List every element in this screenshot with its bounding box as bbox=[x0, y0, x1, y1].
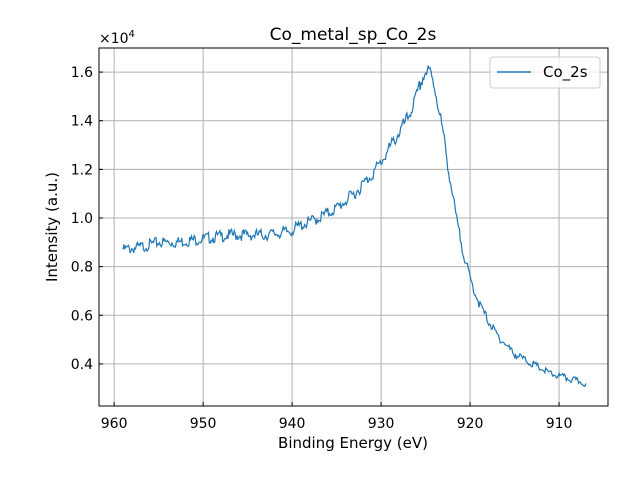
y-tick-label: 1.2 bbox=[71, 162, 93, 178]
y-tick-label: 1.4 bbox=[71, 114, 93, 130]
x-axis-label: Binding Energy (eV) bbox=[278, 434, 428, 452]
y-multiplier: ×104 bbox=[99, 29, 135, 47]
legend: Co_2s bbox=[489, 56, 601, 89]
y-tick-label: 0.6 bbox=[71, 308, 93, 324]
y-axis-label: Intensity (a.u.) bbox=[43, 172, 61, 282]
y-tick-label: 0.8 bbox=[71, 260, 93, 276]
ticks: 960 950 940 930 920 910 0.4 0.6 0.8 1.0 1.2 1.4 1.6 bbox=[71, 65, 573, 432]
x-tick-label: 910 bbox=[546, 416, 573, 432]
x-tick-label: 950 bbox=[190, 416, 217, 432]
series-lines bbox=[122, 65, 587, 388]
x-tick-label: 960 bbox=[101, 416, 128, 432]
legend-label: Co_2s bbox=[543, 63, 588, 82]
x-tick-label: 930 bbox=[368, 416, 395, 432]
y-tick-label: 1.6 bbox=[71, 65, 93, 81]
x-tick-label: 920 bbox=[457, 416, 484, 432]
x-tick-label: 940 bbox=[279, 416, 306, 432]
y-tick-label: 0.4 bbox=[71, 357, 93, 373]
y-tick-label: 1.0 bbox=[71, 211, 93, 227]
grid bbox=[99, 48, 608, 406]
plot-frame bbox=[98, 47, 609, 407]
chart-title: Co_metal_sp_Co_2s bbox=[270, 25, 437, 45]
series-line-co-2s bbox=[122, 65, 587, 388]
